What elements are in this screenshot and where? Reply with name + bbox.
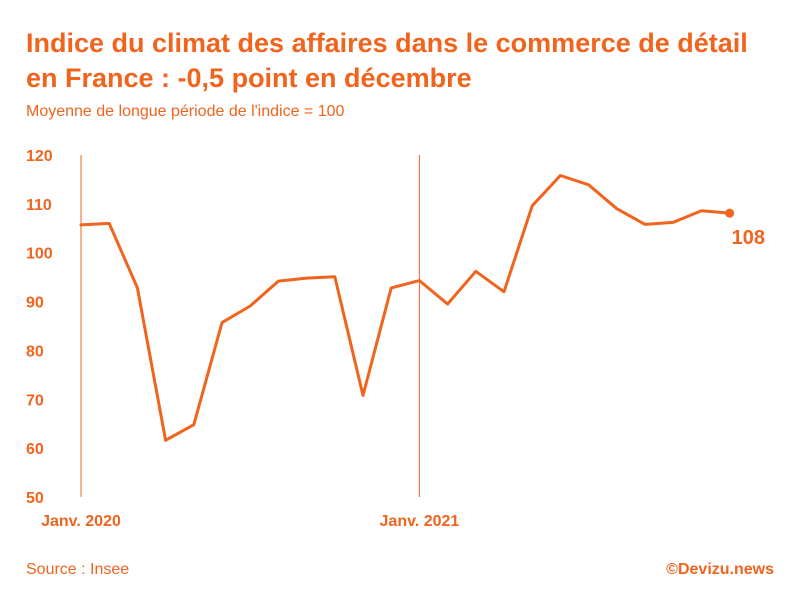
y-tick-label: 60: [26, 441, 44, 458]
series-lines: 108: [79, 174, 765, 442]
series-line: [79, 174, 732, 442]
x-axis-markers: Janv. 2020 Janv. 2021: [41, 155, 459, 530]
y-axis-ticks: 120 110 100 90 80 70 60 50: [26, 148, 53, 507]
y-tick-label: 80: [26, 343, 44, 360]
end-value-label: 108: [732, 227, 765, 249]
chart-subtitle: Moyenne de longue période de l'indice = …: [26, 103, 345, 120]
end-point-marker: [725, 208, 735, 218]
y-tick-label: 100: [26, 246, 53, 263]
chart-title: Indice du climat des affaires dans le co…: [26, 28, 748, 93]
y-tick-label: 70: [26, 392, 44, 409]
credit-label: ©Devizu.news: [666, 561, 774, 578]
y-tick-label: 120: [26, 148, 53, 165]
y-tick-label: 90: [26, 295, 44, 312]
y-tick-label: 50: [26, 490, 44, 507]
y-tick-label: 110: [26, 197, 52, 214]
x-tick-label: Janv. 2021: [380, 513, 460, 530]
x-tick-label: Janv. 2020: [41, 513, 121, 530]
source-note: Source : Insee: [26, 561, 130, 578]
